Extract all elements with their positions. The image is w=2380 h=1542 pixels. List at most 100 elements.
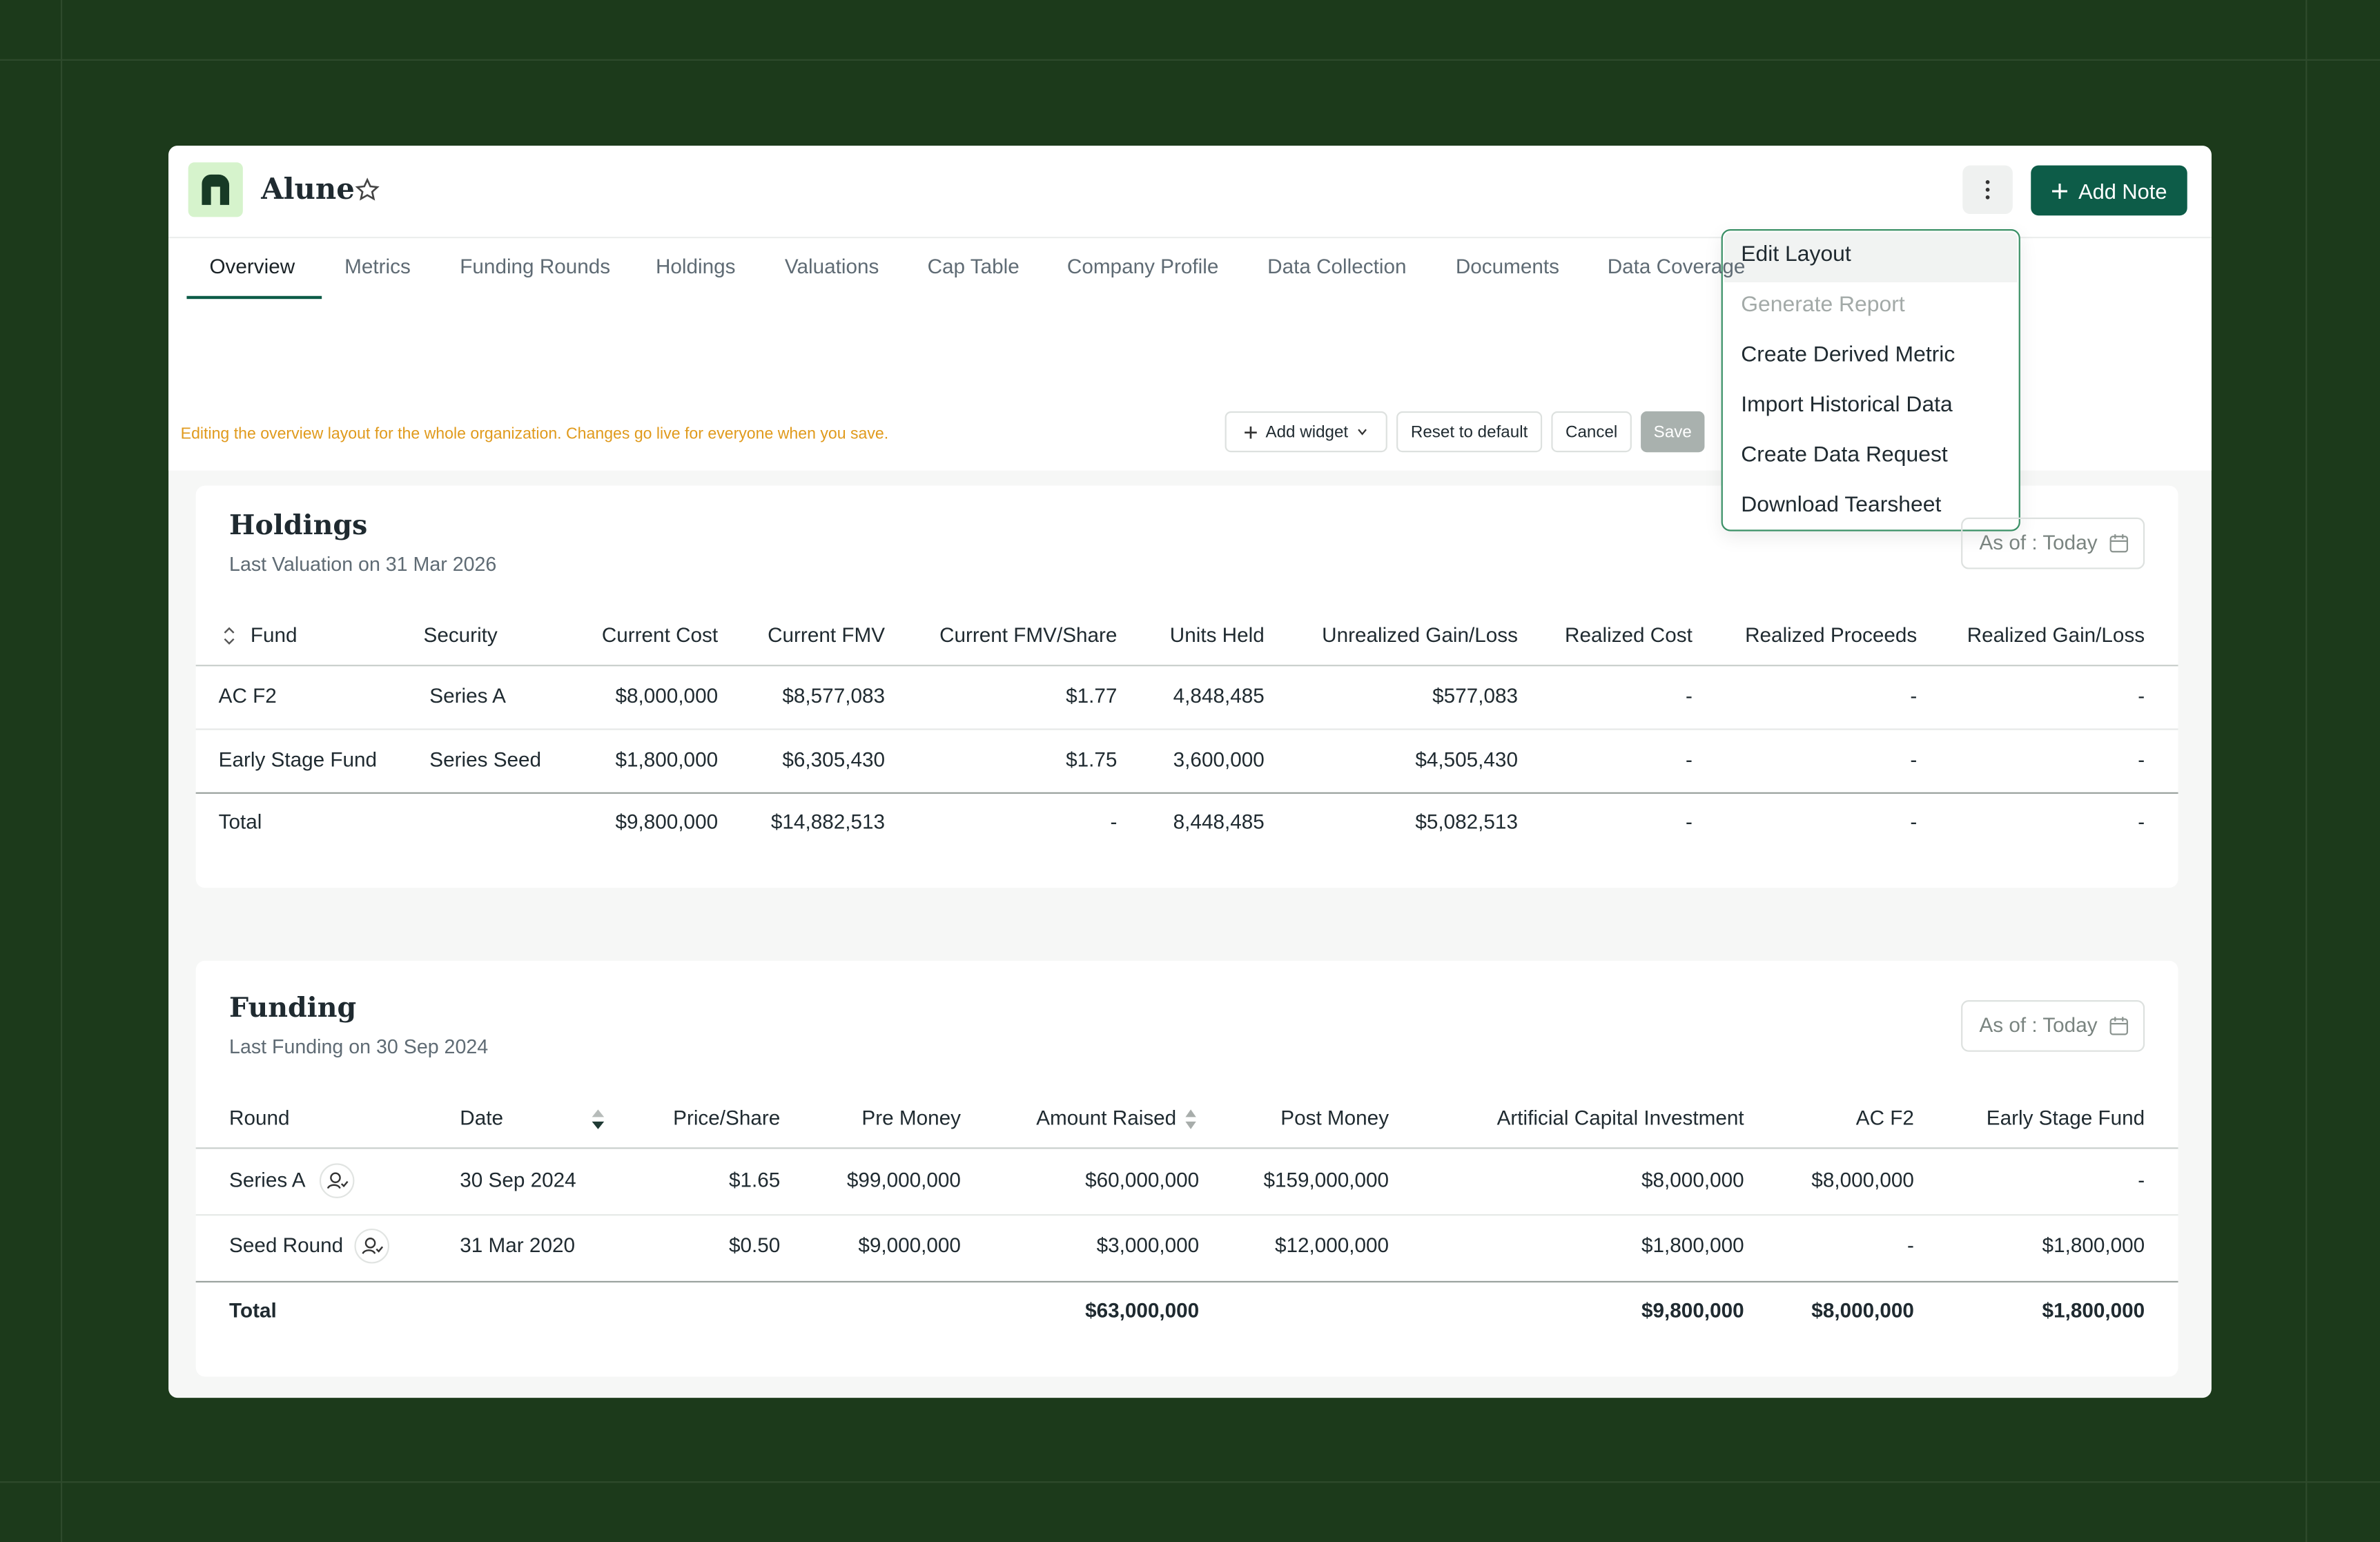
as-of-button[interactable]: As of : Today xyxy=(1961,517,2145,569)
total-cell: - xyxy=(1110,810,1118,834)
tab[interactable]: Cap Table xyxy=(927,255,1020,278)
star-icon[interactable] xyxy=(355,177,380,202)
add-widget-label: Add widget xyxy=(1265,422,1349,441)
column-header[interactable]: Current FMV/Share xyxy=(939,623,1118,647)
section-title: Holdings xyxy=(229,509,368,542)
total-cell: Total xyxy=(229,1299,277,1323)
add-note-button[interactable]: Add Note xyxy=(2031,165,2187,216)
funding-card xyxy=(195,960,2178,1377)
calendar-icon xyxy=(2109,534,2128,553)
table-cell: - xyxy=(1907,1233,1914,1257)
tab[interactable]: Overview xyxy=(209,255,295,278)
row-divider xyxy=(195,792,2178,794)
table-cell: $99,000,000 xyxy=(846,1169,961,1192)
column-header[interactable]: Realized Proceeds xyxy=(1745,623,1918,647)
table-cell: - xyxy=(1910,748,1918,772)
company-name: Alune xyxy=(261,173,355,207)
column-header[interactable]: AC F2 xyxy=(1855,1106,1914,1129)
table-cell: $1.77 xyxy=(1066,684,1118,707)
table-cell: $8,000,000 xyxy=(1641,1169,1744,1192)
section-subtitle: Last Funding on 30 Sep 2024 xyxy=(229,1035,489,1058)
table-cell: $1.75 xyxy=(1066,748,1118,772)
table-cell: Early Stage Fund xyxy=(218,748,378,772)
edit-message: Editing the overview layout for the whol… xyxy=(180,424,889,444)
tab[interactable]: Valuations xyxy=(784,255,879,278)
frame-line xyxy=(0,59,2380,61)
tab[interactable]: Data Collection xyxy=(1267,255,1407,278)
column-header[interactable]: Post Money xyxy=(1280,1106,1389,1129)
cancel-button[interactable]: Cancel xyxy=(1551,411,1632,453)
column-header[interactable]: Amount Raised xyxy=(1036,1106,1177,1129)
as-of-button[interactable]: As of : Today xyxy=(1961,1000,2145,1052)
table-cell: Seed Round xyxy=(229,1233,344,1257)
save-button[interactable]: Save xyxy=(1641,411,1705,453)
column-header[interactable]: Units Held xyxy=(1169,623,1265,647)
column-header[interactable]: Current Cost xyxy=(601,623,719,647)
sort-icon[interactable] xyxy=(589,1108,607,1132)
column-header[interactable]: Artificial Capital Investment xyxy=(1496,1106,1744,1129)
menu-item[interactable]: Download Tearsheet xyxy=(1741,493,1942,518)
person-icon[interactable] xyxy=(353,1228,390,1265)
total-cell: - xyxy=(2138,810,2145,834)
table-cell: $159,000,000 xyxy=(1263,1169,1389,1192)
tab[interactable]: Metrics xyxy=(344,255,411,278)
total-cell: $8,000,000 xyxy=(1811,1299,1914,1323)
column-header[interactable]: Fund xyxy=(250,623,298,647)
menu-item[interactable]: Import Historical Data xyxy=(1741,393,1953,418)
tab[interactable]: Data Coverage xyxy=(1607,255,1746,278)
sort-icon[interactable] xyxy=(1182,1108,1199,1132)
table-cell: - xyxy=(1685,748,1693,772)
table-cell: $1.65 xyxy=(728,1169,781,1192)
section-title: Funding xyxy=(229,993,357,1025)
table-cell: - xyxy=(2138,684,2145,707)
column-header[interactable]: Unrealized Gain/Loss xyxy=(1322,623,1518,647)
tab[interactable]: Holdings xyxy=(655,255,736,278)
table-cell: $1,800,000 xyxy=(615,748,719,772)
logo xyxy=(188,162,243,217)
tab[interactable]: Funding Rounds xyxy=(460,255,611,278)
more-button[interactable] xyxy=(1962,165,2013,215)
menu-item[interactable]: Generate Report xyxy=(1741,293,1905,318)
table-cell: 4,848,485 xyxy=(1173,684,1265,707)
person-icon[interactable] xyxy=(319,1162,355,1199)
table-cell: 31 Mar 2020 xyxy=(460,1233,576,1257)
total-cell: $9,800,000 xyxy=(1641,1299,1744,1323)
menu-item[interactable]: Create Derived Metric xyxy=(1741,342,1955,368)
column-header[interactable]: Realized Gain/Loss xyxy=(1967,623,2145,647)
table-cell: $577,083 xyxy=(1432,684,1518,707)
column-header[interactable]: Date xyxy=(460,1106,504,1129)
table-cell: AC F2 xyxy=(218,684,277,707)
row-divider xyxy=(195,1147,2178,1149)
table-cell: Series A xyxy=(429,684,506,707)
total-cell: $63,000,000 xyxy=(1085,1299,1200,1323)
column-header[interactable]: Current FMV xyxy=(768,623,886,647)
total-cell: $1,800,000 xyxy=(2042,1299,2145,1323)
frame-line xyxy=(2305,0,2308,1542)
add-widget-button[interactable]: Add widget xyxy=(1225,411,1387,453)
column-header[interactable]: Round xyxy=(229,1106,290,1129)
tab[interactable]: Documents xyxy=(1455,255,1559,278)
column-header[interactable]: Early Stage Fund xyxy=(1986,1106,2145,1129)
total-cell: - xyxy=(1910,810,1918,834)
menu-item[interactable]: Edit Layout xyxy=(1741,242,1851,267)
table-cell: $6,305,430 xyxy=(782,748,886,772)
table-cell: - xyxy=(1685,684,1693,707)
table-cell: $8,577,083 xyxy=(782,684,886,707)
table-cell: $4,505,430 xyxy=(1415,748,1518,772)
total-cell: $9,800,000 xyxy=(615,810,719,834)
column-header[interactable]: Realized Cost xyxy=(1565,623,1693,647)
column-header[interactable]: Pre Money xyxy=(861,1106,961,1129)
column-header[interactable]: Price/Share xyxy=(673,1106,781,1129)
tab[interactable]: Company Profile xyxy=(1066,255,1219,278)
reset-button[interactable]: Reset to default xyxy=(1396,411,1543,453)
total-cell: $14,882,513 xyxy=(770,810,886,834)
table-cell: $12,000,000 xyxy=(1274,1233,1389,1257)
row-divider xyxy=(195,665,2178,667)
sort-icon[interactable] xyxy=(220,625,238,647)
frame-line xyxy=(60,0,63,1542)
add-note-label: Add Note xyxy=(2078,178,2167,203)
table-cell: $8,000,000 xyxy=(1811,1169,1914,1192)
column-header[interactable]: Security xyxy=(423,623,498,647)
menu-item[interactable]: Create Data Request xyxy=(1741,443,1948,468)
